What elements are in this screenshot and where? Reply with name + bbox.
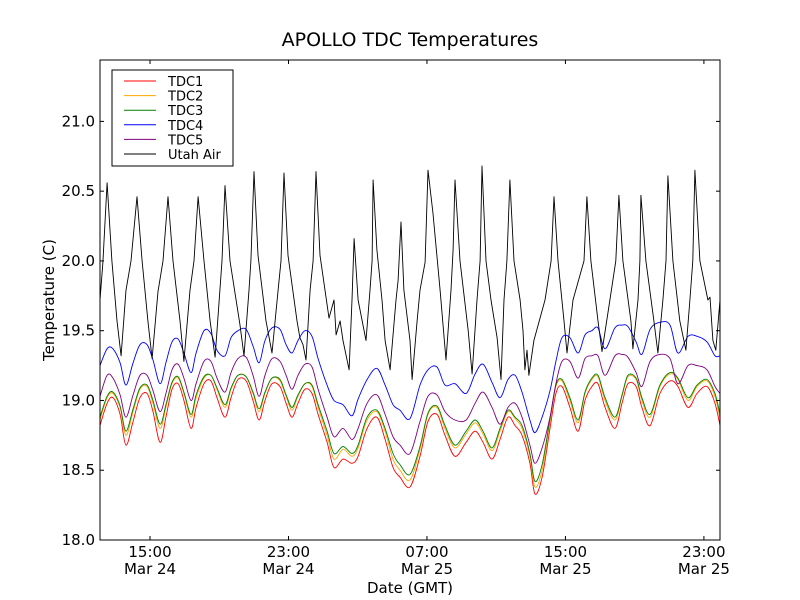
- y-tick-label: 21.0: [62, 112, 95, 130]
- y-tick-label: 18.5: [62, 461, 95, 479]
- x-tick-date-label: Mar 25: [401, 560, 453, 578]
- y-tick-label: 19.0: [62, 391, 95, 409]
- series-tdc5-line: [100, 353, 720, 464]
- legend-tdc4-label: TDC4: [167, 119, 203, 134]
- y-tick-label: 18.0: [62, 531, 95, 549]
- legend-tdc1-label: TDC1: [167, 75, 203, 90]
- series-tdc4-line: [100, 321, 720, 434]
- x-tick-date-label: Mar 24: [262, 560, 314, 578]
- x-tick-time-label: 07:00: [405, 543, 448, 561]
- legend-tdc5-label: TDC5: [167, 133, 203, 148]
- x-tick-date-label: Mar 25: [678, 560, 730, 578]
- y-axis-label: Temperature (C): [40, 239, 58, 362]
- y-axis: 18.0 18.5 19.0 19.5 20.0 20.5 21.0: [62, 112, 720, 549]
- legend-tdc2-label: TDC2: [167, 90, 203, 105]
- x-tick-time-label: 23:00: [267, 543, 310, 561]
- x-tick-time-label: 23:00: [682, 543, 725, 561]
- x-tick-date-label: Mar 24: [124, 560, 176, 578]
- x-axis-label: Date (GMT): [367, 579, 453, 597]
- x-tick-time-label: 15:00: [544, 543, 587, 561]
- legend-box: [111, 69, 234, 167]
- legend-utah-air-label: Utah Air: [168, 148, 221, 163]
- series-layer: [100, 165, 720, 495]
- series-tdc3-line: [100, 371, 720, 483]
- legend-tdc3-label: TDC3: [167, 104, 203, 119]
- y-tick-label: 19.5: [62, 322, 95, 340]
- series-tdc2-line: [100, 373, 720, 488]
- y-tick-label: 20.5: [62, 182, 95, 200]
- plot-frame: [99, 59, 721, 541]
- chart-title: APOLLO TDC Temperatures: [282, 29, 539, 51]
- y-tick-label: 20.0: [62, 252, 95, 270]
- series-tdc1-line: [100, 377, 720, 495]
- series-utah-air-line: [100, 165, 720, 380]
- x-tick-time-label: 15:00: [128, 543, 171, 561]
- x-tick-date-label: Mar 25: [539, 560, 591, 578]
